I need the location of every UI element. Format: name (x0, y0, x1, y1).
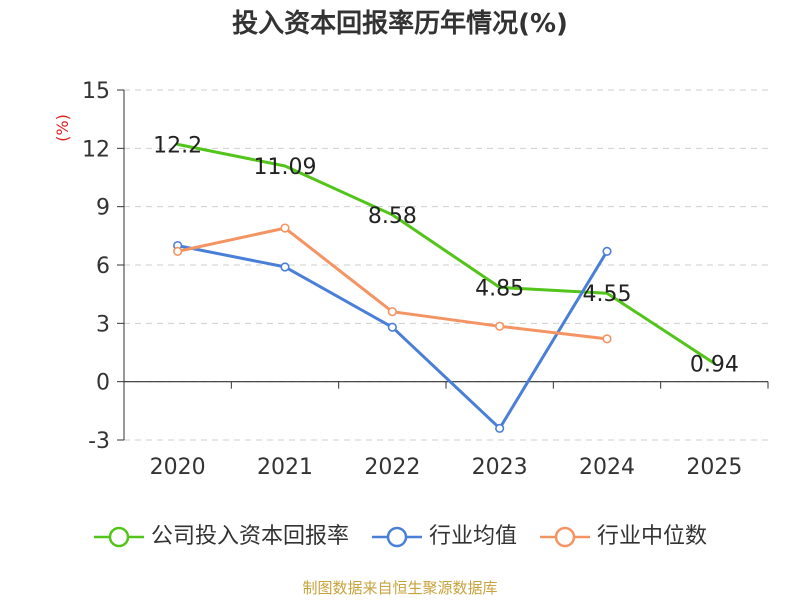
series-line (176, 244, 609, 430)
x-tick-label: 2023 (472, 455, 528, 480)
x-tick-label: 2025 (686, 455, 742, 480)
legend-item[interactable]: 行业中位数 (539, 522, 707, 552)
y-tick-label: -3 (88, 429, 110, 454)
data-point (387, 322, 397, 332)
legend-swatch (371, 526, 422, 548)
legend-label: 行业中位数 (597, 524, 708, 549)
x-tick-label: 2022 (364, 455, 420, 480)
y-tick-label: 3 (96, 312, 110, 337)
data-label: 12.2 (153, 133, 202, 158)
data-label: 4.85 (475, 276, 524, 301)
y-axis-title: (%) (53, 114, 72, 142)
data-point (602, 246, 612, 256)
legend-label: 行业均值 (428, 524, 517, 549)
data-point (280, 223, 290, 233)
y-axis: 15 12 9 6 3 0 -3 (82, 79, 125, 454)
legend-item[interactable]: 行业均值 (371, 522, 517, 552)
legend: 公司投入资本回报率 行业均值 行业中位数 (0, 521, 800, 553)
x-tick-label: 2024 (579, 455, 635, 480)
series-line (176, 226, 609, 341)
legend-swatch-marker (108, 526, 130, 548)
series-0: 12.2 11.09 8.58 4.85 4.55 0.94 (153, 133, 739, 377)
data-label: 4.55 (583, 282, 632, 307)
data-point (387, 307, 397, 317)
data-label: 0.94 (690, 352, 739, 377)
data-label: 8.58 (368, 204, 417, 229)
x-axis: 2020 2021 2022 2023 2024 2025 (123, 381, 769, 480)
data-point (280, 262, 290, 272)
legend-swatch-marker (386, 526, 408, 548)
y-tick-label: 9 (96, 196, 110, 221)
y-tick-label: 15 (82, 79, 110, 104)
x-tick-label: 2021 (257, 455, 313, 480)
series-2 (173, 223, 612, 344)
y-tick-label: 12 (82, 137, 110, 162)
data-point (495, 321, 505, 331)
legend-item[interactable]: 公司投入资本回报率 (93, 522, 349, 552)
y-tick-label: 0 (96, 371, 110, 396)
data-label: 11.09 (254, 155, 317, 180)
legend-swatch (93, 526, 144, 548)
legend-swatch-marker (554, 526, 576, 548)
data-point (602, 334, 612, 344)
x-tick-label: 2020 (150, 455, 206, 480)
data-point (173, 246, 183, 256)
data-point (495, 423, 505, 433)
series-1 (173, 240, 612, 433)
chart-title: 投入资本回报率历年情况(%) (232, 9, 568, 39)
y-tick-label: 6 (96, 254, 110, 279)
legend-swatch (540, 526, 590, 548)
source-note: 制图数据来自恒生聚源数据库 (302, 579, 498, 597)
series-line (176, 142, 716, 365)
legend-label: 公司投入资本回报率 (150, 524, 349, 549)
